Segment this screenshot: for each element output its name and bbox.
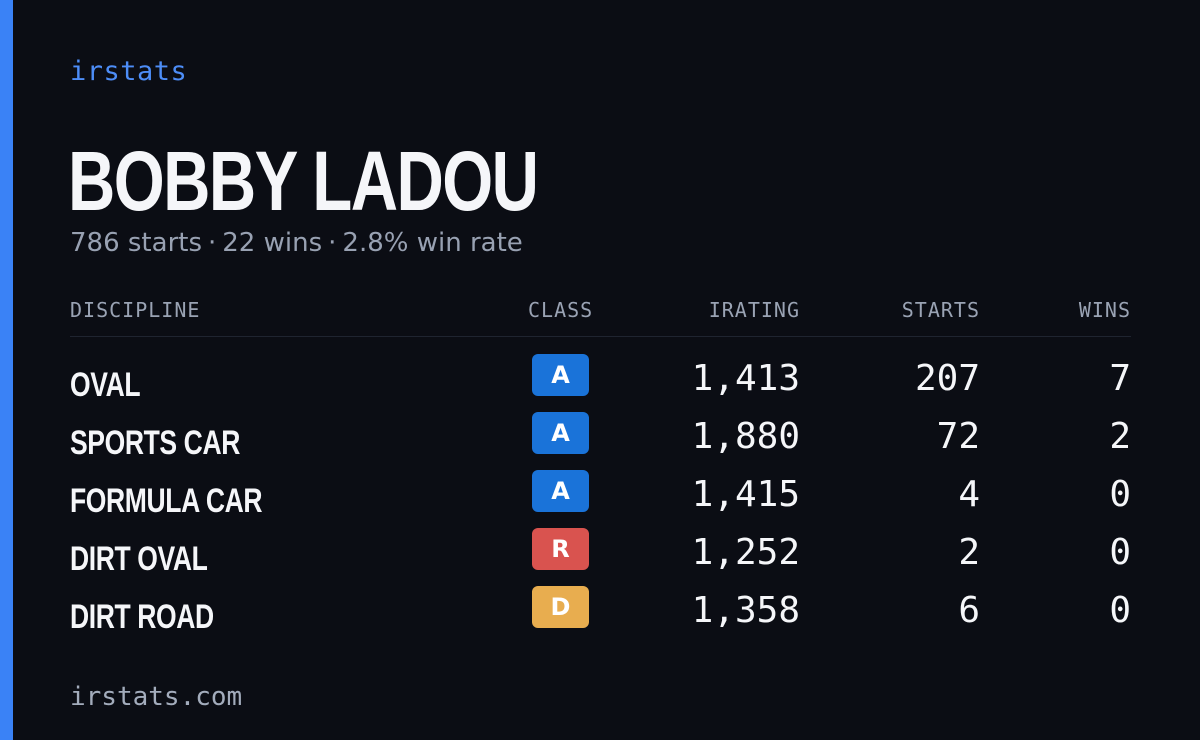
irating-value: 1,415 (691, 474, 800, 515)
class-badge: A (532, 470, 589, 512)
table-body: OVAL A 1,413 207 7 SPORTS CAR A 1,880 72… (70, 337, 1131, 644)
irating-value: 1,358 (691, 590, 800, 631)
accent-bar (0, 0, 13, 740)
starts-value: 2 (958, 532, 980, 573)
starts-value: 72 (936, 416, 980, 457)
header-starts: STARTS (901, 298, 980, 322)
wins-value: 0 (1109, 532, 1131, 573)
discipline-name: OVAL (70, 366, 141, 404)
class-badge: D (532, 586, 589, 628)
driver-name: BOBBY LADOU (68, 134, 539, 228)
discipline-table: DISCIPLINE CLASS IRATING STARTS WINS OVA… (70, 298, 1131, 644)
table-row: SPORTS CAR A 1,880 72 2 (70, 412, 1131, 470)
footer-url[interactable]: irstats.com (70, 682, 243, 712)
wins-value: 7 (1109, 358, 1131, 399)
table-header: DISCIPLINE CLASS IRATING STARTS WINS (70, 298, 1131, 337)
table-row: DIRT OVAL R 1,252 2 0 (70, 528, 1131, 586)
wins-value: 0 (1109, 474, 1131, 515)
header-wins: WINS (1078, 298, 1131, 322)
header-class: CLASS (528, 298, 594, 322)
winrate-summary: 2.8% win rate (342, 228, 523, 258)
starts-value: 6 (958, 590, 980, 631)
table-row: OVAL A 1,413 207 7 (70, 354, 1131, 412)
brand-logo-text[interactable]: irstats (70, 56, 188, 87)
class-badge: A (532, 412, 589, 454)
starts-summary: 786 starts (70, 228, 202, 258)
wins-value: 0 (1109, 590, 1131, 631)
summary-separator: · (328, 228, 337, 258)
wins-summary: 22 wins (222, 228, 323, 258)
starts-value: 207 (914, 358, 980, 399)
starts-value: 4 (958, 474, 980, 515)
discipline-name: DIRT ROAD (70, 598, 214, 636)
discipline-name: SPORTS CAR (70, 424, 240, 462)
header-irating: IRATING (708, 298, 800, 322)
summary-separator: · (208, 228, 217, 258)
irating-value: 1,413 (691, 358, 800, 399)
class-badge: A (532, 354, 589, 396)
table-row: FORMULA CAR A 1,415 4 0 (70, 470, 1131, 528)
wins-value: 2 (1109, 416, 1131, 457)
discipline-name: DIRT OVAL (70, 540, 208, 578)
irating-value: 1,252 (691, 532, 800, 573)
class-badge: R (532, 528, 589, 570)
driver-summary: 786 starts · 22 wins · 2.8% win rate (70, 228, 523, 258)
discipline-name: FORMULA CAR (70, 482, 263, 520)
header-discipline: DISCIPLINE (70, 298, 201, 322)
table-row: DIRT ROAD D 1,358 6 0 (70, 586, 1131, 644)
irating-value: 1,880 (691, 416, 800, 457)
